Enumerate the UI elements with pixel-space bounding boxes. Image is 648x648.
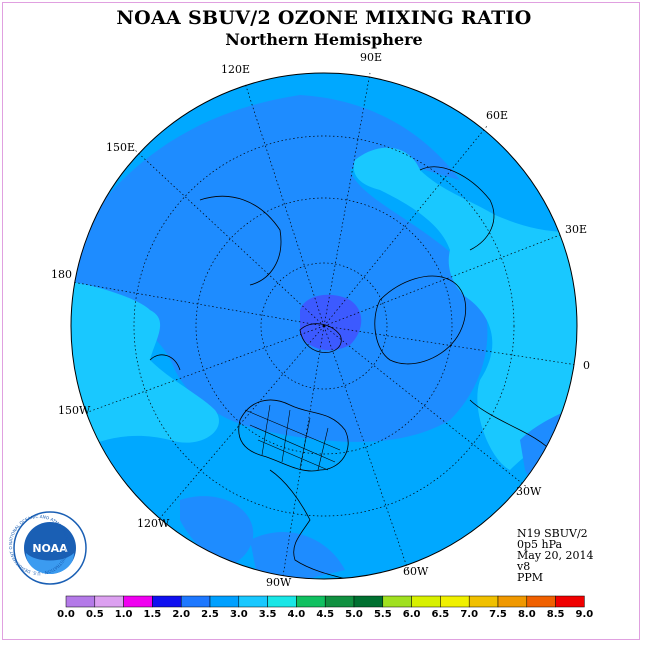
colorbar-tick-label: 4.5 bbox=[316, 609, 335, 620]
colorbar-tick-label: 6.5 bbox=[431, 609, 450, 620]
colorbar-swatch bbox=[209, 595, 240, 608]
lon-label-180: 180 bbox=[51, 268, 72, 281]
colorbar-tick-label: 0.0 bbox=[57, 609, 75, 620]
colorbar bbox=[65, 595, 585, 608]
lon-label-60w: 60W bbox=[403, 565, 429, 578]
colorbar-tick-label: 7.5 bbox=[489, 609, 507, 620]
colorbar-tick-label: 0.5 bbox=[85, 609, 104, 620]
lon-label-60e: 60E bbox=[486, 109, 508, 122]
colorbar-tick-label: 1.0 bbox=[114, 609, 133, 620]
colorbar-tick-label: 9.0 bbox=[575, 609, 594, 620]
colorbar-tick-label: 5.0 bbox=[345, 609, 363, 620]
colorbar-swatch bbox=[152, 595, 182, 608]
info-units: PPM bbox=[517, 571, 544, 584]
logo-text: NOAA bbox=[32, 542, 68, 555]
lon-label-0: 0 bbox=[583, 359, 590, 372]
lon-label-120w: 120W bbox=[137, 517, 170, 530]
logo-wave bbox=[26, 553, 74, 574]
colorbar-tick-label: 4.0 bbox=[287, 609, 306, 620]
colorbar-swatch bbox=[555, 595, 585, 608]
colorbar-swatch bbox=[324, 595, 355, 608]
colorbar-swatch bbox=[382, 595, 412, 608]
field-pole-low bbox=[300, 294, 362, 351]
map-border bbox=[70, 72, 578, 580]
colorbar-swatch bbox=[94, 595, 124, 608]
lon-label-150e: 150E bbox=[106, 141, 135, 154]
plot-frame bbox=[2, 2, 640, 640]
colorbar-swatch bbox=[180, 595, 211, 608]
colorbar-tick-label: 5.5 bbox=[373, 609, 392, 620]
colorbar-swatch bbox=[440, 595, 470, 608]
colorbar-swatch bbox=[497, 595, 528, 608]
field-level-3-0 bbox=[353, 147, 577, 470]
lon-label-150w: 150W bbox=[58, 404, 91, 417]
graticule bbox=[71, 72, 578, 577]
colorbar-tick-label: 1.5 bbox=[143, 609, 162, 620]
us-state-grid bbox=[244, 404, 341, 471]
lon-label-30e: 30E bbox=[565, 223, 587, 236]
info-date: May 20, 2014 bbox=[517, 549, 594, 562]
colorbar-tick-label: 2.5 bbox=[201, 609, 219, 620]
colorbar-swatch bbox=[296, 595, 326, 608]
lon-label-90e: 90E bbox=[360, 51, 382, 64]
colorbar-tick-label: 8.0 bbox=[517, 609, 536, 620]
field-level-2-0 bbox=[180, 496, 345, 579]
colorbar-swatch bbox=[353, 595, 384, 608]
colorbar-tick-label: 8.5 bbox=[546, 609, 565, 620]
lon-label-120e: 120E bbox=[221, 63, 250, 76]
colorbar-swatch bbox=[238, 595, 268, 608]
logo-ring-text: NATIONAL OCEANIC AND ATMOSPHERIC ADMINIS… bbox=[0, 0, 70, 576]
colorbar-swatch bbox=[123, 595, 153, 608]
info-pressure: 0p5 hPa bbox=[517, 538, 563, 551]
map-subtitle: Northern Hemisphere bbox=[225, 30, 423, 49]
lon-label-90w: 90W bbox=[266, 576, 292, 589]
colorbar-swatch bbox=[468, 595, 499, 608]
colorbar-tick-label: 2.0 bbox=[172, 609, 191, 620]
colorbar-swatch bbox=[411, 595, 441, 608]
field-level-2-0 bbox=[71, 95, 488, 442]
colorbar-swatch bbox=[267, 595, 297, 608]
field-level-3-0 bbox=[71, 280, 219, 450]
map-title: NOAA SBUV/2 OZONE MIXING RATIO bbox=[116, 7, 532, 29]
info-version: v8 bbox=[517, 560, 531, 573]
colorbar-tick-label: 7.0 bbox=[460, 609, 479, 620]
colorbar-tick-label: 6.0 bbox=[402, 609, 421, 620]
colorbar-swatch bbox=[526, 595, 556, 608]
colorbar-swatch bbox=[65, 595, 96, 608]
info-satellite: N19 SBUV/2 bbox=[517, 527, 588, 540]
colorbar-tick-label: 3.5 bbox=[258, 609, 277, 620]
longitude-labels: 120E 90E 60E 30E 0 30W 60W 90W 120W 150W… bbox=[51, 51, 590, 589]
lon-label-30w: 30W bbox=[516, 485, 542, 498]
colorbar-tick-label: 3.0 bbox=[229, 609, 248, 620]
